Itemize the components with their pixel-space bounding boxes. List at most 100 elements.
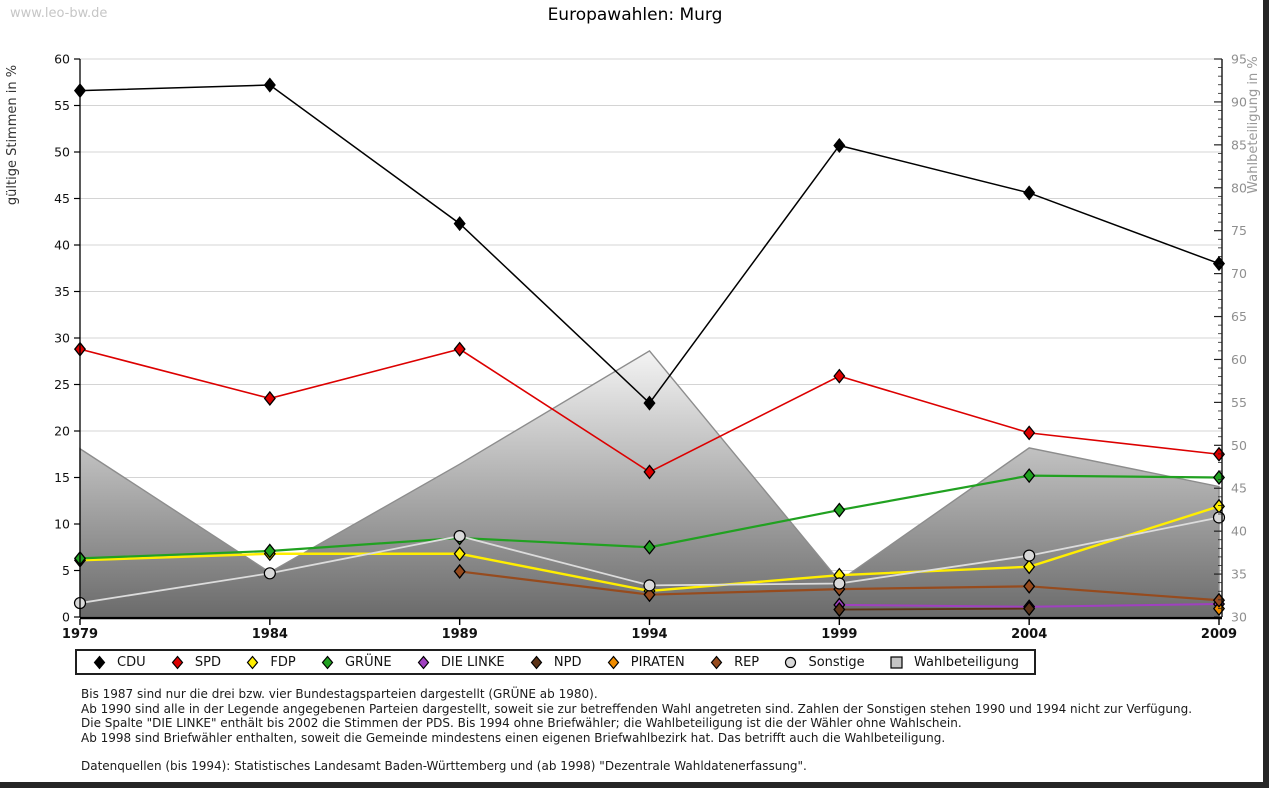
svg-text:5: 5 <box>62 563 70 578</box>
data-point-spd-2004 <box>1023 425 1036 441</box>
legend-item-rep: REP <box>709 655 759 670</box>
data-point-gr-ne-1994 <box>643 539 656 555</box>
svg-text:25: 25 <box>54 377 70 392</box>
svg-text:60: 60 <box>54 52 70 67</box>
legend-label: Wahlbeteiligung <box>913 654 1019 670</box>
diamond-marker-icon <box>530 655 543 669</box>
svg-text:2009: 2009 <box>1201 627 1237 642</box>
series-sonstige <box>73 511 1226 610</box>
data-point-cdu-1999 <box>833 137 846 154</box>
legend-label: PIRATEN <box>630 654 685 670</box>
data-point-npd-2004 <box>1023 601 1036 617</box>
legend-item-npd: NPD <box>529 655 581 670</box>
data-point-gr-ne-2004 <box>1023 468 1036 484</box>
plot-area: 0 5 10 15 20 25 30 35 40 45 50 55 60 30 35 40 45 50 55 60 65… <box>54 52 1247 643</box>
svg-text:1994: 1994 <box>631 627 667 642</box>
svg-text:75: 75 <box>1231 223 1247 238</box>
svg-text:45: 45 <box>54 191 70 206</box>
diamond-marker-icon <box>710 655 723 669</box>
svg-text:40: 40 <box>54 238 70 253</box>
legend-label: DIE LINKE <box>440 654 505 670</box>
svg-text:15: 15 <box>54 470 70 485</box>
data-point-fdp-1989 <box>453 546 466 562</box>
legend-item-wahlbeteiligung: Wahlbeteiligung <box>889 655 1019 670</box>
diamond-marker-icon <box>321 655 334 669</box>
legend-label: CDU <box>117 654 146 670</box>
svg-text:10: 10 <box>54 517 70 532</box>
svg-text:35: 35 <box>54 284 70 299</box>
note-line: Bis 1987 sind nur die drei bzw. vier Bun… <box>81 687 598 701</box>
legend-label: Sonstige <box>808 654 865 670</box>
chart-legend: CDU SPD FDP GRÜNE DIE LINKE NPD PIRATEN REP Sons… <box>75 649 1036 675</box>
svg-text:1984: 1984 <box>252 627 288 642</box>
svg-text:2004: 2004 <box>1011 627 1047 642</box>
data-point-fdp-2004 <box>1023 559 1036 575</box>
data-point-sonstige-1984 <box>263 567 276 580</box>
legend-label: SPD <box>194 654 222 670</box>
data-point-spd-1999 <box>833 368 846 384</box>
legend-item-sonstige: Sonstige <box>783 654 865 670</box>
data-point-rep-1989 <box>453 563 466 579</box>
data-source-line: Datenquellen (bis 1994): Statistisches L… <box>81 759 807 773</box>
page-title: Europawahlen: Murg <box>547 5 723 25</box>
svg-text:20: 20 <box>54 424 70 439</box>
svg-text:80: 80 <box>1231 180 1247 195</box>
x-axis: 1979 1984 1989 1994 1999 2004 2009 <box>62 616 1237 642</box>
svg-text:50: 50 <box>1231 438 1247 453</box>
legend-item-fdp: FDP <box>245 654 296 670</box>
right-axis: 30 35 40 45 50 55 60 65 70 75 80 85 90 95 <box>1214 52 1247 625</box>
svg-text:35: 35 <box>1231 567 1247 582</box>
diamond-marker-icon <box>417 655 430 669</box>
left-axis: 0 5 10 15 20 25 30 35 40 45 50 55 60 <box>54 52 81 625</box>
data-point-sonstige-1994 <box>643 579 656 592</box>
data-point-gr-ne-1984 <box>263 543 276 559</box>
legend-label: REP <box>734 654 760 670</box>
legend-item-piraten: PIRATEN <box>606 655 685 670</box>
right-axis-title: Wahlbeteiligung in % <box>1246 56 1261 193</box>
data-point-spd-1989 <box>453 341 466 357</box>
note-line: Ab 1998 sind Briefwähler enthalten, sowe… <box>81 730 946 745</box>
svg-text:55: 55 <box>54 98 70 113</box>
legend-item-spd: SPD <box>170 655 221 670</box>
chart-notes: Bis 1987 sind nur die drei bzw. vier Bun… <box>81 687 1192 774</box>
left-axis-title: gültige Stimmen in % <box>5 65 20 205</box>
svg-text:45: 45 <box>1231 481 1247 496</box>
data-point-gr-ne-1999 <box>833 502 846 518</box>
data-point-sonstige-1989 <box>453 529 466 543</box>
svg-text:30: 30 <box>1231 610 1247 625</box>
svg-text:1989: 1989 <box>442 627 478 642</box>
legend-item-die-linke: DIE LINKE <box>416 655 505 670</box>
data-point-spd-1984 <box>263 390 276 406</box>
diamond-marker-icon <box>93 655 106 669</box>
svg-text:95: 95 <box>1231 52 1247 67</box>
data-point-cdu-1984 <box>263 77 276 93</box>
window-border-right <box>1263 0 1269 788</box>
svg-text:65: 65 <box>1231 309 1247 324</box>
series-cdu <box>73 77 1226 411</box>
svg-text:55: 55 <box>1231 395 1247 410</box>
diamond-marker-icon <box>607 655 620 669</box>
data-point-spd-1994 <box>643 464 656 480</box>
legend-label: FDP <box>270 654 296 670</box>
data-point-cdu-1994 <box>643 395 656 411</box>
svg-text:70: 70 <box>1231 266 1247 281</box>
data-point-npd-1999 <box>833 602 846 618</box>
data-point-rep-1994 <box>643 587 656 603</box>
site-watermark: www.leo-bw.de <box>10 6 108 21</box>
note-line: Ab 1990 sind alle in der Legende angegeb… <box>81 701 1193 716</box>
legend-label: GRÜNE <box>344 654 392 670</box>
circle-marker-icon <box>785 656 797 668</box>
data-point-sonstige-1999 <box>833 577 846 590</box>
svg-text:0: 0 <box>62 610 70 625</box>
data-point-rep-2004 <box>1023 578 1036 594</box>
legend-item-gr-ne: GRÜNE <box>320 655 392 670</box>
svg-text:90: 90 <box>1231 94 1247 109</box>
data-point-sonstige-2004 <box>1023 549 1036 562</box>
svg-text:1979: 1979 <box>62 627 98 642</box>
series-npd <box>833 601 1036 618</box>
note-line: Die Spalte "DIE LINKE" enthält bis 2002 … <box>81 716 962 730</box>
svg-text:1999: 1999 <box>821 627 857 642</box>
svg-text:85: 85 <box>1231 137 1247 152</box>
svg-text:50: 50 <box>54 145 70 160</box>
